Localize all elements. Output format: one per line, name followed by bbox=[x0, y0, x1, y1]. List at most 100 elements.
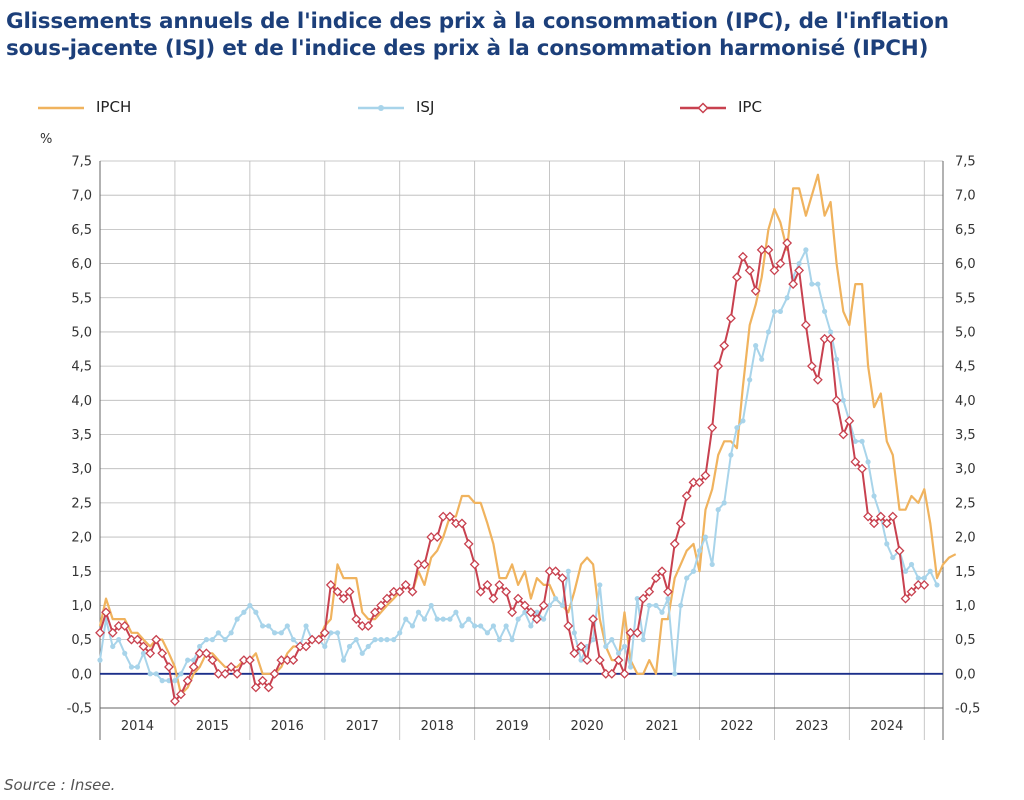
series-point-ipc bbox=[625, 627, 636, 638]
legend-label-ipc: IPC bbox=[738, 98, 762, 116]
series-point-ipc bbox=[738, 251, 748, 262]
series-point-isj bbox=[640, 637, 646, 643]
series-point-isj bbox=[353, 637, 359, 643]
series-line-isj bbox=[99, 248, 938, 682]
series-point-ipc bbox=[900, 593, 911, 604]
series-point-ipc bbox=[582, 655, 592, 666]
series-point-isj bbox=[784, 295, 790, 301]
series-point-isj bbox=[690, 568, 697, 574]
series-point-isj bbox=[134, 664, 141, 670]
y-tick-label-left: 5,5 bbox=[71, 291, 92, 306]
series-point-ipc bbox=[188, 662, 199, 672]
series-point-ipc bbox=[351, 614, 362, 625]
series-point-isj bbox=[397, 630, 403, 636]
series-point-isj bbox=[684, 575, 690, 581]
y-tick-label-right: 2,0 bbox=[955, 531, 976, 546]
series-point-ipc bbox=[101, 607, 111, 618]
series-point-isj bbox=[328, 630, 334, 636]
series-point-isj bbox=[753, 343, 759, 349]
series-point-ipc bbox=[313, 634, 324, 645]
series-point-isj bbox=[484, 630, 491, 636]
y-tick-label-left: 3,0 bbox=[71, 462, 92, 477]
series-point-isj bbox=[559, 602, 565, 609]
series-point-isj bbox=[597, 582, 603, 588]
series-point-isj bbox=[459, 623, 465, 629]
series-point-isj bbox=[634, 596, 640, 602]
series-point-isj bbox=[490, 623, 496, 629]
series-point-ipc bbox=[507, 607, 518, 618]
series-point-ipc bbox=[719, 340, 730, 351]
x-tick-label: 2015 bbox=[196, 719, 229, 734]
series-point-ipc bbox=[138, 641, 149, 652]
series-point-ipc bbox=[370, 607, 380, 618]
series-point-isj bbox=[403, 616, 409, 622]
y-tick-label-right: 7,0 bbox=[955, 189, 976, 204]
source-note: Source : Insee. bbox=[4, 776, 116, 794]
series-point-isj bbox=[822, 308, 828, 315]
series-point-isj bbox=[534, 609, 540, 615]
series-point-isj bbox=[228, 630, 234, 636]
chart-title: Glissements annuels de l'indice des prix… bbox=[6, 9, 949, 61]
y-tick-label-right: -0,5 bbox=[955, 702, 980, 717]
series-point-ipc bbox=[432, 532, 443, 542]
series-point-isj bbox=[372, 637, 378, 643]
series-point-ipc bbox=[769, 265, 780, 276]
series-point-isj bbox=[434, 616, 440, 622]
series-point-ipc bbox=[250, 682, 261, 693]
series-point-isj bbox=[890, 554, 896, 561]
series-point-ipc bbox=[713, 361, 724, 372]
series-point-ipc bbox=[619, 668, 630, 679]
line-chart: -0,5 -0,5 0,0 0,0 0,5 0,5 1,0 1,0 1,5 1,5 2,0 2,0 2,… bbox=[40, 132, 980, 740]
series-point-isj bbox=[346, 643, 353, 650]
series-point-ipc bbox=[394, 586, 405, 597]
series-point-ipc bbox=[182, 675, 193, 686]
series-point-isj bbox=[234, 616, 240, 622]
series-point-isj bbox=[777, 308, 783, 315]
series-point-ipc bbox=[213, 668, 224, 679]
series-point-isj bbox=[609, 637, 615, 643]
legend-swatch-ipch bbox=[38, 106, 84, 110]
series-point-ipc bbox=[207, 655, 218, 666]
series-point-isj bbox=[128, 664, 135, 670]
series-point-ipc bbox=[119, 621, 130, 631]
series-point-isj bbox=[747, 377, 753, 383]
series-point-ipc bbox=[145, 648, 156, 659]
series-point-ipc bbox=[325, 580, 336, 590]
series-point-isj bbox=[222, 637, 228, 643]
y-tick-label-left: 5,0 bbox=[71, 325, 92, 340]
series-point-ipc bbox=[194, 648, 205, 659]
series-point-ipc bbox=[694, 477, 705, 488]
series-point-isj bbox=[934, 582, 940, 588]
series-point-ipc bbox=[226, 662, 237, 672]
series-point-ipc bbox=[632, 627, 643, 638]
series-point-isj bbox=[447, 616, 453, 622]
y-tick-label-right: 7,5 bbox=[955, 155, 976, 170]
series-point-ipc bbox=[457, 518, 467, 529]
series-point-isj bbox=[659, 609, 665, 615]
series-point-ipc bbox=[563, 621, 574, 631]
series-point-isj bbox=[828, 329, 834, 335]
series-point-ipc bbox=[501, 586, 512, 597]
x-tick-label: 2022 bbox=[720, 719, 753, 734]
series-point-ipc bbox=[613, 655, 624, 666]
series-point-ipc bbox=[850, 456, 861, 467]
y-tick-label-left: -0,5 bbox=[67, 702, 92, 717]
series-point-isj bbox=[503, 623, 509, 629]
series-point-ipc bbox=[863, 511, 873, 522]
series-point-isj bbox=[734, 425, 740, 431]
series-point-ipc bbox=[438, 511, 449, 522]
series-point-isj bbox=[541, 616, 547, 622]
series-point-isj bbox=[359, 650, 365, 656]
series-point-isj bbox=[859, 438, 865, 444]
series-point-isj bbox=[902, 568, 909, 574]
series-point-isj bbox=[871, 493, 877, 499]
series-point-isj bbox=[678, 602, 684, 609]
series-point-ipc bbox=[176, 689, 186, 700]
series-point-isj bbox=[815, 281, 821, 287]
series-point-isj bbox=[796, 260, 802, 267]
y-tick-label-left: 6,0 bbox=[71, 257, 92, 272]
y-tick-label-left: 2,5 bbox=[71, 496, 92, 511]
series-point-ipc bbox=[569, 648, 580, 659]
series-point-ipc bbox=[232, 668, 243, 679]
series-point-isj bbox=[840, 397, 846, 403]
